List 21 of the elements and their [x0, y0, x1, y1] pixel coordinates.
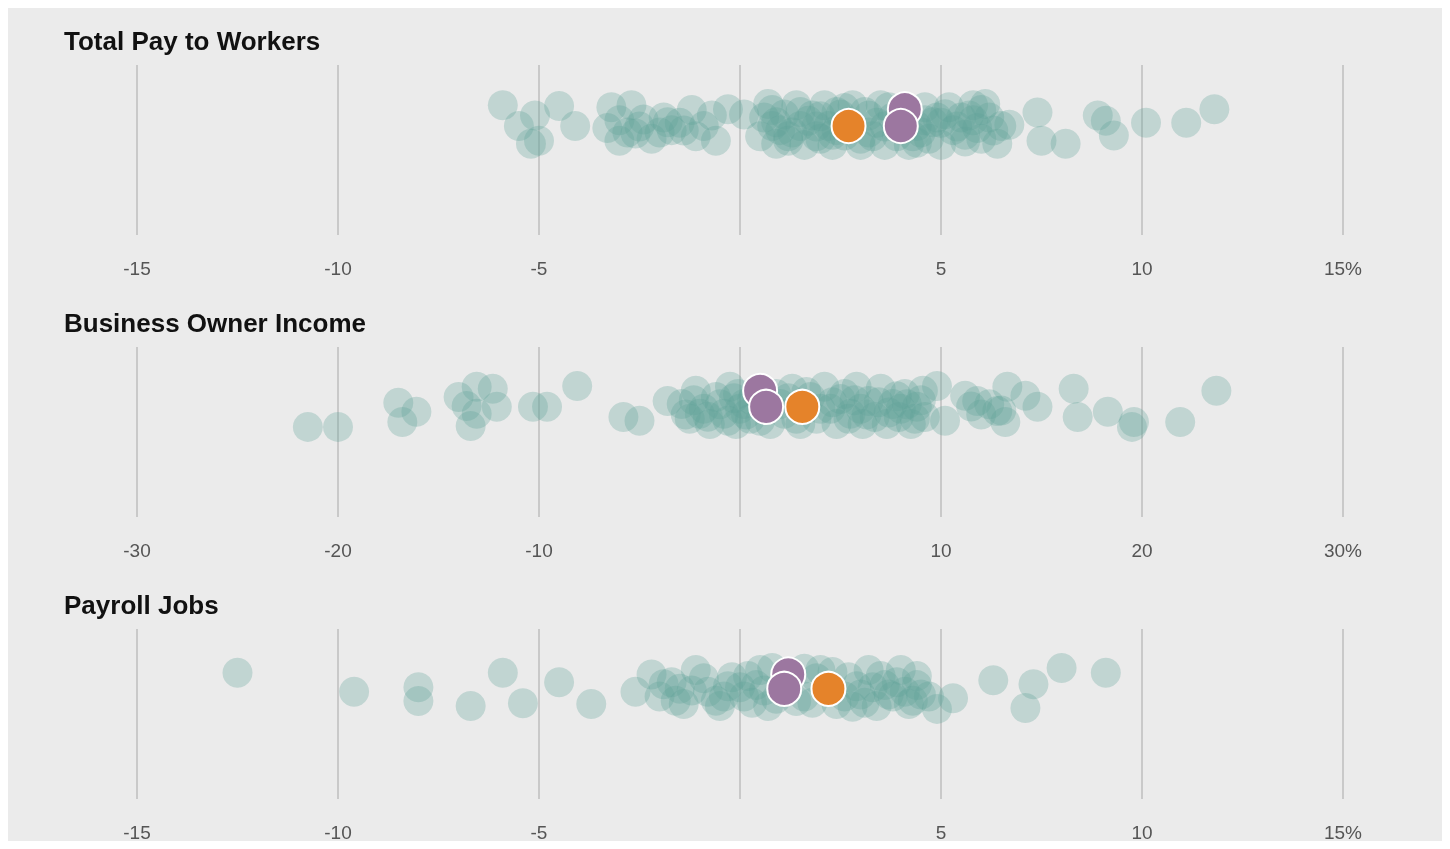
x-tick-label: 15% — [1323, 822, 1363, 843]
chart-title: Payroll Jobs — [64, 590, 219, 620]
x-tick-label: 20 — [1131, 540, 1153, 561]
x-tick-label: -5 — [530, 258, 548, 279]
chart-title: Total Pay to Workers — [64, 26, 321, 56]
x-tick-label: -10 — [324, 822, 352, 843]
x-tick-label: 5 — [935, 258, 947, 279]
x-tick-label: -10 — [525, 540, 553, 561]
x-tick-label: -15 — [123, 822, 151, 843]
x-tick-label: 5 — [935, 822, 947, 843]
x-tick-label: 10 — [1131, 822, 1153, 843]
x-tick-label: -10 — [324, 258, 352, 279]
x-tick-label: -30 — [123, 540, 151, 561]
x-tick-label: -20 — [324, 540, 352, 561]
x-tick-label: -5 — [530, 822, 548, 843]
x-tick-label: -15 — [123, 258, 151, 279]
x-tick-label: 10 — [1131, 258, 1153, 279]
x-tick-label: 10 — [930, 540, 952, 561]
chart-title: Business Owner Income — [64, 308, 366, 338]
x-tick-label: 15% — [1323, 258, 1363, 279]
x-tick-label: 30% — [1323, 540, 1363, 561]
